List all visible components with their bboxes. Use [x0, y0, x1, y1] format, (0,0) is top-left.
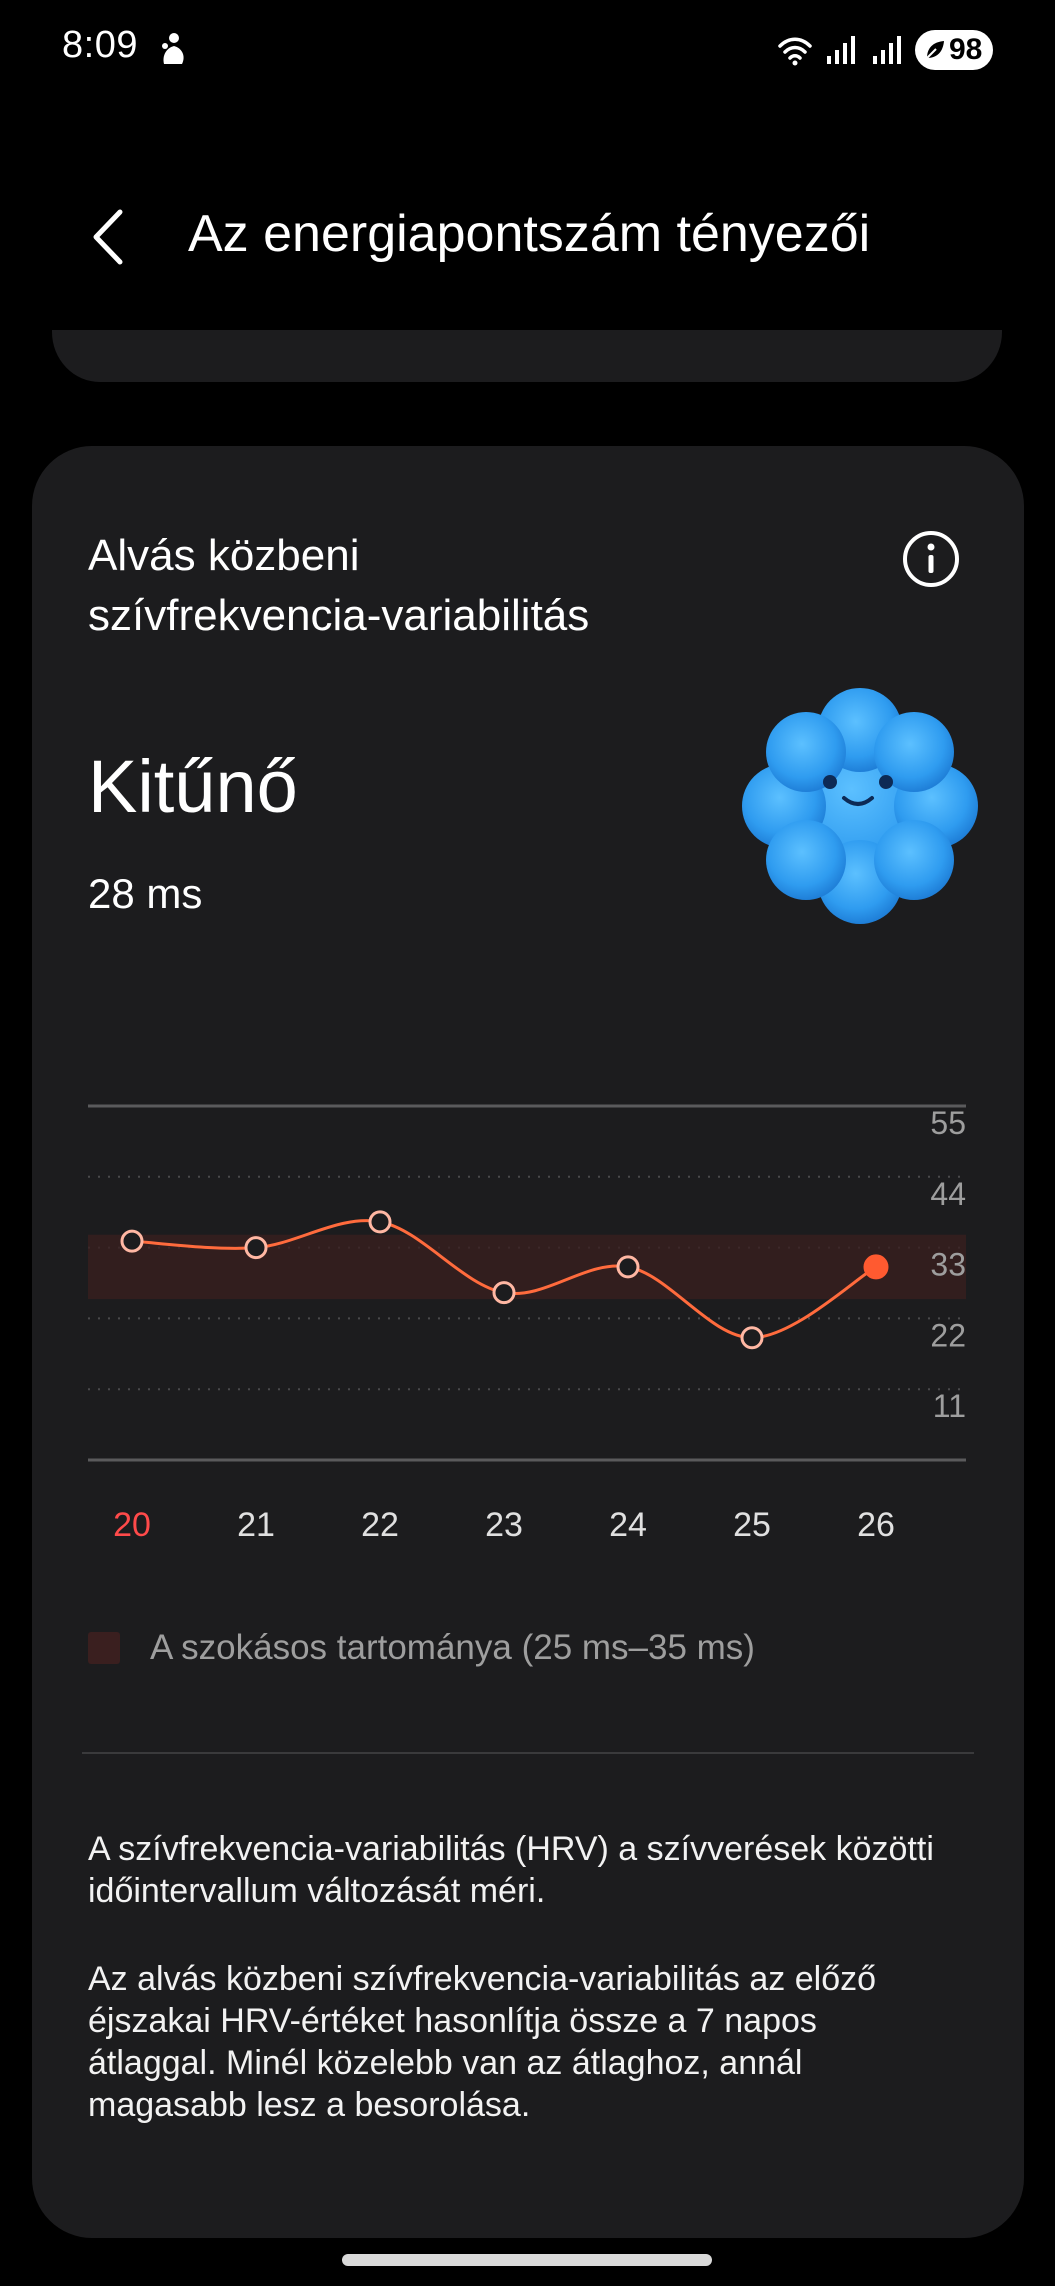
card-title: Alvás közbeni szívfrekvencia-variabilitá… — [88, 526, 788, 646]
page-title: Az energiapontszám tényezői — [188, 205, 871, 263]
x-axis-ticks: 20 21 22 23 24 25 26 — [113, 1506, 895, 1544]
description-comparison: Az alvás közbeni szívfrekvencia-variabil… — [88, 1960, 877, 2124]
chart-points — [120, 1210, 889, 1350]
status-bar: 8:09 98 — [0, 0, 1055, 100]
y-tick-label: 22 — [930, 1317, 966, 1353]
y-tick-label: 44 — [930, 1176, 966, 1212]
data-point[interactable] — [492, 1281, 516, 1305]
leaf-icon — [926, 41, 944, 59]
data-point[interactable] — [863, 1254, 889, 1280]
data-point[interactable] — [740, 1326, 764, 1350]
status-rating: Kitűnő — [88, 745, 298, 828]
card-title-line1: Alvás közbeni — [88, 531, 360, 580]
previous-card-edge — [52, 330, 1002, 382]
notification-figure-icon — [162, 33, 184, 64]
hrv-value: 28 ms — [88, 870, 203, 917]
page-header: Az energiapontszám tényezői — [0, 180, 1055, 290]
x-tick-label: 21 — [237, 1506, 275, 1544]
legend-swatch — [88, 1632, 120, 1664]
signal-icon — [873, 36, 901, 64]
divider — [82, 1752, 974, 1754]
chevron-left-icon[interactable] — [78, 202, 138, 272]
x-tick-label: 23 — [485, 1506, 523, 1544]
status-right: 98 — [777, 28, 993, 72]
data-point[interactable] — [120, 1229, 144, 1253]
data-point[interactable] — [244, 1236, 268, 1260]
data-point[interactable] — [616, 1255, 640, 1279]
hrv-chart: 55 44 33 22 11 20 21 22 23 24 25 26 — [88, 1104, 966, 1544]
hrv-card: Alvás közbeni szívfrekvencia-variabilitá… — [32, 446, 1024, 2238]
x-tick-label: 25 — [733, 1506, 771, 1544]
legend-text: A szokásos tartománya (25 ms–35 ms) — [150, 1628, 755, 1667]
y-tick-label: 11 — [933, 1388, 966, 1424]
battery-level: 98 — [949, 33, 983, 66]
description-hrv: A szívfrekvencia-variabilitás (HRV) a sz… — [88, 1830, 934, 1910]
y-axis-ticks: 55 44 33 22 11 — [930, 1105, 966, 1424]
data-point[interactable] — [368, 1210, 392, 1234]
wifi-icon — [778, 37, 812, 66]
battery-indicator: 98 — [915, 30, 993, 70]
blue-cloud-mascot-icon — [742, 688, 978, 924]
x-tick-label: 26 — [857, 1506, 895, 1544]
x-tick-label: 22 — [361, 1506, 399, 1544]
x-tick-label: 20 — [113, 1506, 151, 1544]
y-tick-label: 55 — [930, 1105, 966, 1141]
info-icon[interactable] — [900, 528, 962, 590]
chart-legend: A szokásos tartománya (25 ms–35 ms) — [88, 1624, 755, 1672]
usual-range-band — [88, 1234, 966, 1300]
x-tick-label: 24 — [609, 1506, 647, 1544]
home-indicator[interactable] — [342, 2254, 712, 2266]
signal-icon — [827, 36, 855, 64]
status-time: 8:09 — [62, 24, 138, 66]
y-tick-label: 33 — [930, 1247, 966, 1283]
card-title-line2: szívfrekvencia-variabilitás — [88, 591, 590, 640]
